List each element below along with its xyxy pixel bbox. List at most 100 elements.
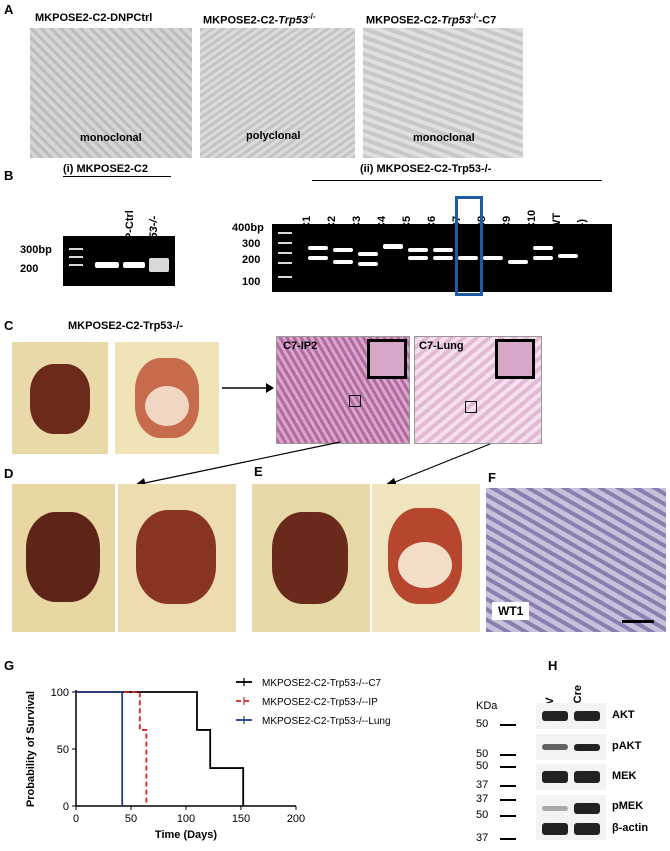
gel-ladder-band	[278, 262, 292, 264]
kda-value: 37	[476, 793, 489, 805]
gel-band	[408, 256, 428, 260]
y-tick-label: 100	[51, 687, 69, 699]
survival-chart: 0 50 100 150 200 0 50 100 Time (Days) Probability…	[25, 678, 391, 841]
wb-band	[542, 806, 568, 811]
micrograph-trp53: polyclonal	[200, 28, 355, 158]
panel-c-title: MKPOSE2-C2-Trp53-/-	[68, 320, 183, 332]
wb-row-mek	[536, 764, 606, 790]
kda-tick	[500, 815, 516, 817]
kda-value: 50	[476, 748, 489, 760]
y-tick-label: 50	[57, 744, 69, 756]
gel-ladder-band	[278, 276, 292, 278]
micrograph-dnpctrl: monoclonal	[30, 28, 192, 158]
wb-label: β-actin	[612, 822, 649, 834]
series-line-2	[76, 691, 124, 806]
gel-band	[408, 248, 428, 252]
x-tick-label: 150	[232, 813, 250, 825]
gel-bp-label: 200	[20, 263, 39, 275]
ihc-label: WT1	[492, 602, 530, 620]
panel-label-b: B	[4, 168, 14, 183]
kda-tick	[500, 799, 516, 801]
gel-band	[123, 262, 145, 268]
mouse-photo-d1	[12, 484, 115, 632]
x-tick-label: 200	[287, 813, 305, 825]
micrograph-title-3: MKPOSE2-C2-Trp53-/--C7	[366, 12, 497, 27]
mouse-body	[30, 364, 90, 434]
mouse-photo-e2	[372, 484, 480, 632]
ihc-stain-wt1: WT1	[486, 488, 666, 632]
gel-ladder-band	[69, 264, 83, 266]
gel-band	[95, 262, 119, 268]
kda-tick	[500, 785, 516, 787]
panel-label-f: F	[488, 470, 496, 485]
gel-band	[358, 262, 378, 266]
tumor	[398, 542, 452, 588]
gel-band	[558, 254, 578, 258]
gel-band	[149, 258, 169, 272]
kda-tick	[500, 724, 516, 726]
legend-entry: MKPOSE2-C2-Trp53-/--IP	[262, 697, 378, 708]
wb-label: pAKT	[612, 740, 642, 752]
legend-entry: MKPOSE2-C2-Trp53-/--C7	[262, 678, 382, 689]
he-zoom-box	[349, 395, 361, 407]
tumor	[145, 386, 189, 426]
gel-band	[458, 256, 478, 260]
mouse-photo-closed	[12, 342, 108, 454]
mouse-photo-open	[115, 342, 219, 454]
gel-ladder-band	[278, 242, 292, 244]
gel-ladder-band	[69, 256, 83, 258]
he-label: C7-IP2	[283, 340, 318, 352]
scale-bar	[622, 620, 654, 623]
wb-row-akt	[536, 703, 606, 729]
series-line-1	[76, 691, 148, 806]
wb-band	[574, 803, 600, 814]
panel-label-c: C	[4, 318, 14, 333]
micrograph-caption: monoclonal	[80, 132, 142, 144]
panel-label-a: A	[4, 2, 14, 17]
wb-band	[574, 771, 600, 783]
y-tick-label: 0	[63, 801, 69, 813]
he-label: C7-Lung	[419, 340, 464, 352]
gel-left-title: (i) MKPOSE2-C2	[63, 163, 148, 175]
gel-bp-label: 200	[242, 254, 261, 266]
he-stain-ip2: C7-IP2	[276, 336, 410, 444]
legend-entry: MKPOSE2-C2-Trp53-/--Lung	[262, 716, 391, 727]
wb-band	[574, 823, 600, 835]
gel-bp-label: 100	[242, 276, 261, 288]
wb-band	[574, 711, 600, 721]
panel-label-h: H	[548, 658, 558, 673]
gel-band	[483, 256, 503, 260]
kda-header: KDa	[476, 700, 498, 712]
gel-right-title: (ii) MKPOSE2-C2-Trp53-/-	[360, 163, 492, 175]
gel-bp-label: 400bp	[232, 222, 264, 234]
gel-ladder-band	[69, 248, 83, 250]
gel-right-title-underline	[312, 180, 602, 181]
micrograph-c7: monoclonal	[363, 28, 523, 158]
x-tick-label: 0	[73, 813, 79, 825]
mouse-body	[272, 512, 348, 604]
micrograph-title-1: MKPOSE2-C2-DNPCtrl	[35, 12, 153, 24]
gel-band	[308, 246, 328, 250]
wb-row-pmek	[536, 795, 606, 821]
micrograph-caption: monoclonal	[413, 132, 475, 144]
kda-value: 37	[476, 779, 489, 791]
mouse-photo-d2	[118, 484, 236, 632]
gel-bp-label: 300	[242, 238, 261, 250]
kda-tick	[500, 838, 516, 840]
gel-band	[333, 260, 353, 264]
mouse-body	[26, 512, 100, 602]
panel-label-d: D	[4, 466, 14, 481]
panel-label-g: G	[4, 658, 15, 673]
kda-value: 50	[476, 718, 489, 730]
gel-band	[383, 244, 403, 249]
gel-band	[508, 260, 528, 264]
gel-ladder-band	[278, 232, 292, 234]
he-inset	[495, 339, 535, 379]
gel-ladder-band	[278, 252, 292, 254]
wb-label: pMEK	[612, 800, 644, 812]
wb-label: MEK	[612, 770, 637, 782]
gel-band	[308, 256, 328, 260]
wb-band	[574, 744, 600, 751]
kda-value: 37	[476, 832, 489, 844]
wb-row-pakt	[536, 734, 606, 760]
